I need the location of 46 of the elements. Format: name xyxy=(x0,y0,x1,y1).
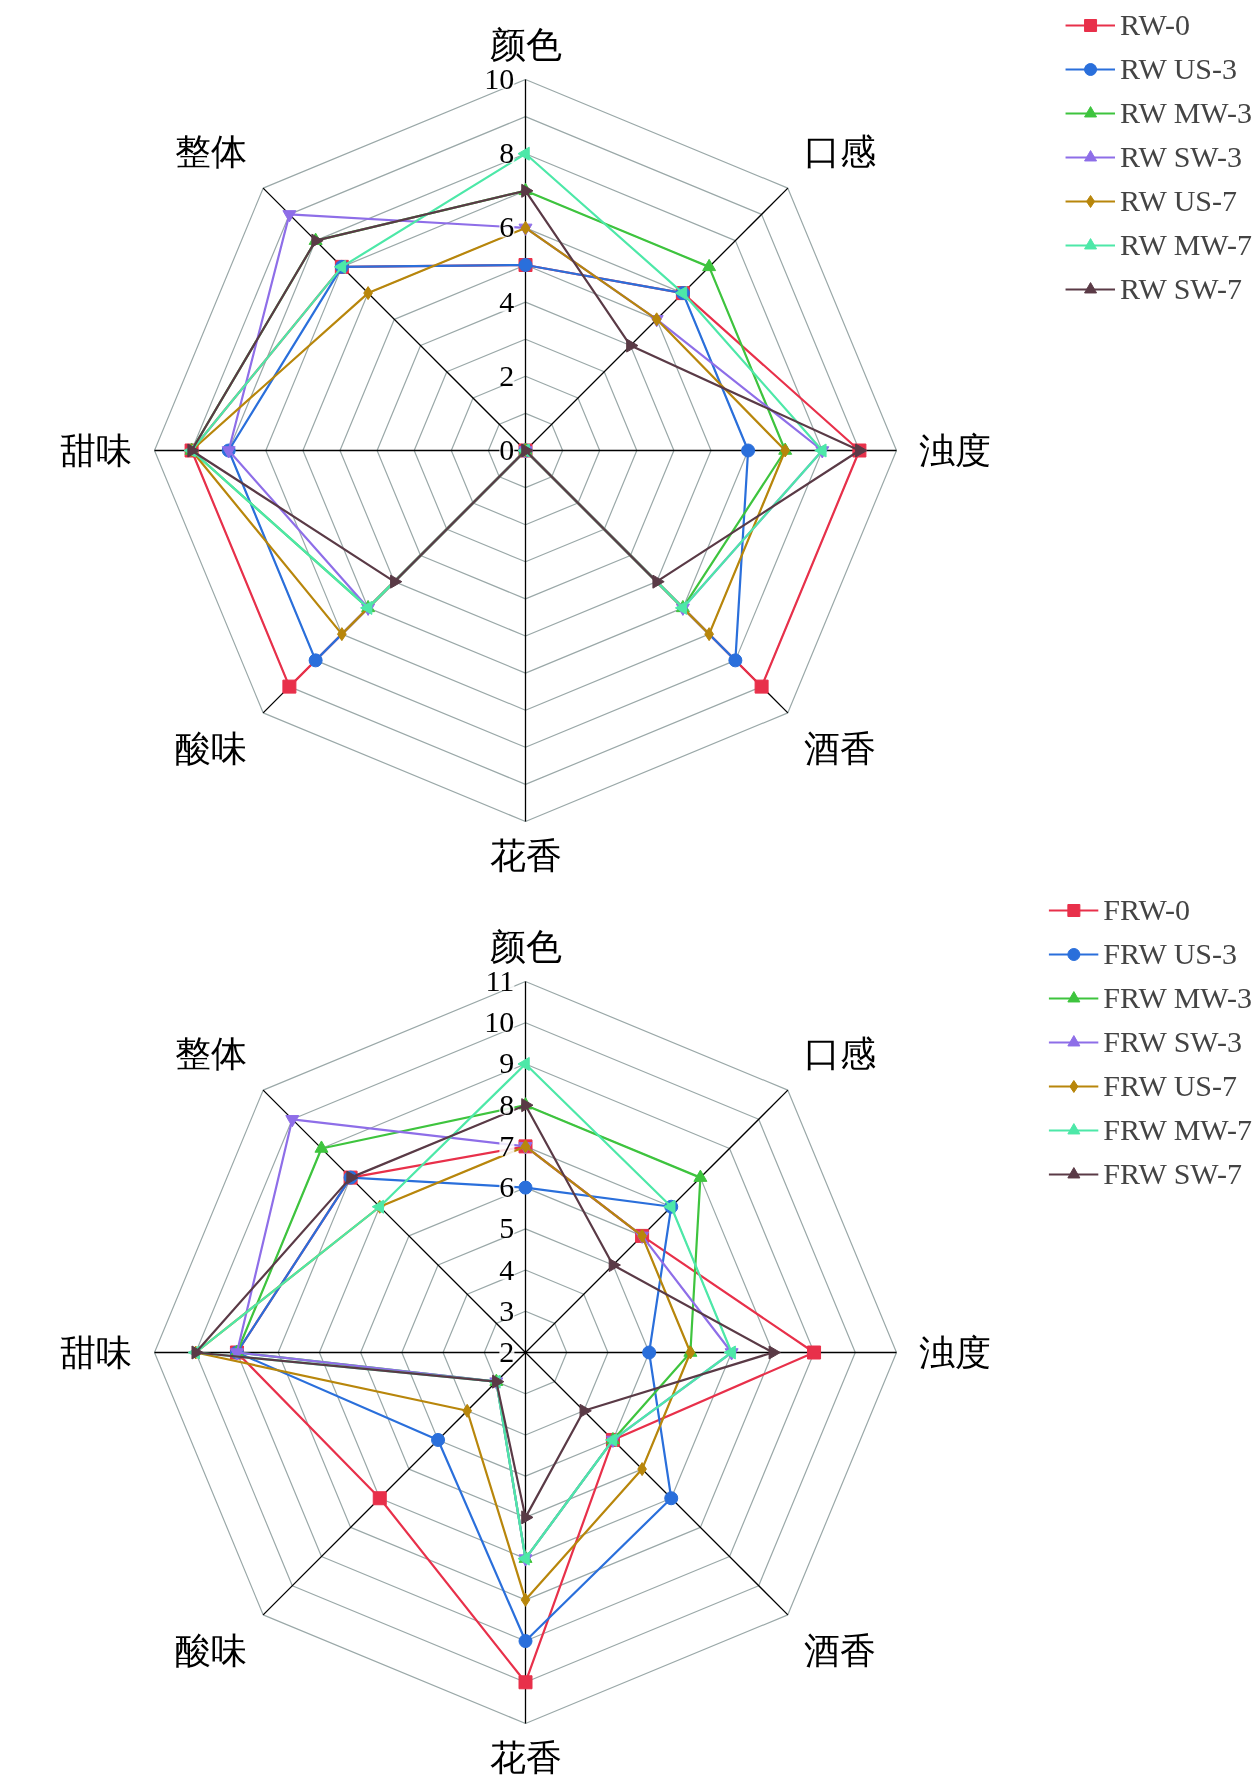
spoke-label: 酒香 xyxy=(803,1630,876,1671)
y-tick-label: 2 xyxy=(499,1335,515,1368)
legend-label: FRW-0 xyxy=(1103,893,1191,927)
legend-label: RW SW-7 xyxy=(1120,272,1243,306)
legend-label: FRW MW-7 xyxy=(1103,1113,1252,1147)
y-tick-label: 10 xyxy=(484,62,515,95)
legend-label: FRW US-3 xyxy=(1103,937,1238,971)
y-tick-label: 11 xyxy=(485,964,515,997)
y-tick-label: 8 xyxy=(499,136,515,170)
legend-label: RW US-7 xyxy=(1120,184,1238,218)
spoke-label: 花香 xyxy=(489,1738,562,1779)
y-tick-label: 6 xyxy=(499,1170,515,1204)
spoke-label: 整体 xyxy=(175,1034,248,1075)
spoke-label: 颜色 xyxy=(489,926,562,967)
y-tick-label: 3 xyxy=(499,1293,515,1327)
legend-label: FRW MW-3 xyxy=(1103,981,1252,1015)
legend-label: RW MW-7 xyxy=(1120,228,1252,262)
y-tick-label: 4 xyxy=(499,284,515,318)
legend-label: FRW SW-3 xyxy=(1103,1025,1243,1059)
y-tick-label: 0 xyxy=(499,433,515,466)
y-tick-label: 8 xyxy=(499,1087,515,1121)
spoke-label: 花香 xyxy=(489,836,562,877)
y-tick-label: 5 xyxy=(499,1211,515,1245)
y-tick-label: 9 xyxy=(499,1046,515,1080)
spoke-label: 甜味 xyxy=(60,430,133,471)
y-tick-label: 4 xyxy=(499,1252,515,1286)
spoke-label: 口感 xyxy=(803,1034,876,1075)
spoke-label: 酒香 xyxy=(803,728,876,769)
spoke-label: 浊度 xyxy=(918,1332,991,1373)
spoke-label: 浊度 xyxy=(918,430,991,471)
spoke-label: 颜色 xyxy=(489,24,562,65)
spoke-label: 口感 xyxy=(803,132,876,173)
legend-label: RW-0 xyxy=(1120,8,1191,42)
legend-label: RW US-3 xyxy=(1120,52,1238,86)
y-tick-label: 6 xyxy=(499,210,515,244)
legend-label: FRW SW-7 xyxy=(1103,1157,1243,1191)
y-tick-label: 7 xyxy=(499,1128,515,1162)
spoke-label: 酸味 xyxy=(175,1630,248,1671)
y-tick-label: 2 xyxy=(499,358,515,392)
spoke-label: 酸味 xyxy=(175,728,248,769)
y-tick-label: 10 xyxy=(484,1005,515,1039)
legend-label: RW MW-3 xyxy=(1120,96,1252,130)
legend-label: RW SW-3 xyxy=(1120,140,1243,174)
spoke-label: 甜味 xyxy=(60,1332,133,1373)
spoke-label: 整体 xyxy=(175,132,248,173)
legend-label: FRW US-7 xyxy=(1103,1069,1238,1103)
